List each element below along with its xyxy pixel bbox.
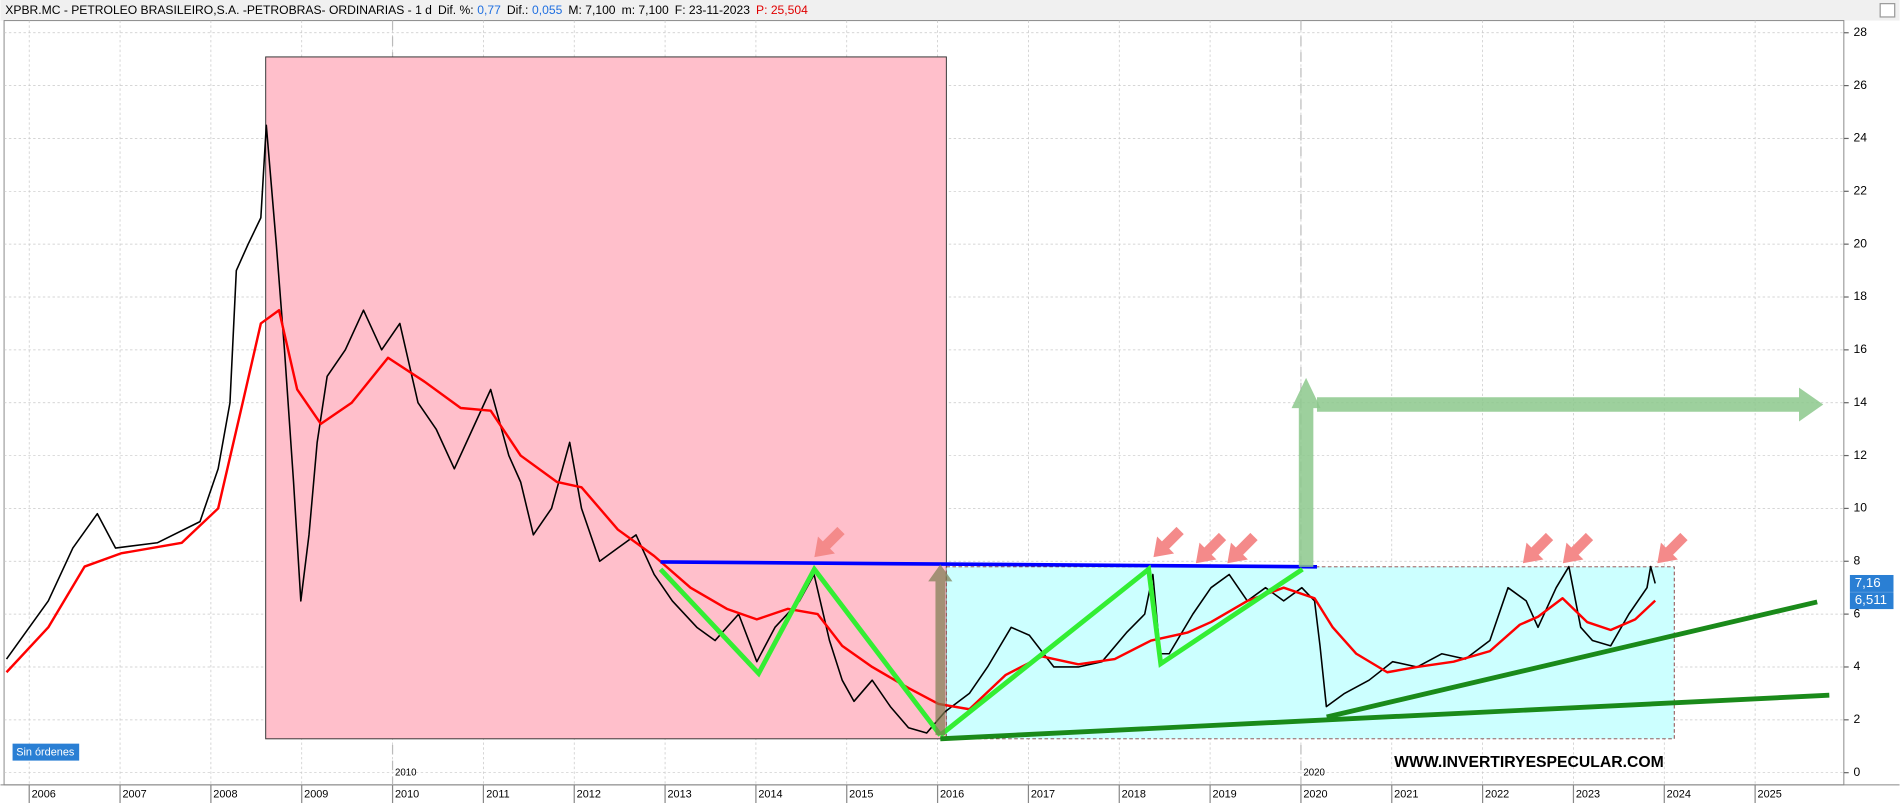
bear-zone xyxy=(265,56,947,740)
price-line xyxy=(5,124,1656,734)
y-tick-label: 28 xyxy=(1854,25,1868,39)
range-zone xyxy=(945,566,1675,740)
y-tick-label: 20 xyxy=(1854,236,1868,250)
trend-line xyxy=(1326,599,1818,720)
max: M: 7,100 xyxy=(568,3,615,17)
last-value-badge xyxy=(1849,592,1894,610)
target-arrow xyxy=(1291,377,1321,567)
x-tick-label: 2015 xyxy=(849,788,873,800)
zigzag xyxy=(938,564,1304,738)
last-value-label: 6,511 xyxy=(1855,592,1887,607)
y-tick-label: 0 xyxy=(1854,765,1861,779)
y-tick-label: 10 xyxy=(1854,501,1868,515)
x-tick-label: 2012 xyxy=(577,788,601,800)
y-tick-label: 18 xyxy=(1854,289,1868,303)
y-tick-label: 26 xyxy=(1854,78,1868,92)
orders-badge-box xyxy=(12,743,80,761)
close-button[interactable] xyxy=(1879,3,1896,18)
orders-badge: Sin órdenes xyxy=(16,747,75,759)
y-tick-label: 4 xyxy=(1854,659,1861,673)
target-arrow xyxy=(1316,387,1824,422)
last-value-badge xyxy=(1849,574,1894,592)
header-bar xyxy=(0,0,1900,21)
decade-label: 2020 xyxy=(1303,767,1325,778)
x-tick-label: 2006 xyxy=(32,788,56,800)
dif: 0,055 xyxy=(532,3,563,17)
trend-line xyxy=(940,692,1830,742)
x-tick-label: 2025 xyxy=(1758,788,1782,800)
y-tick-label: 22 xyxy=(1854,184,1868,198)
y-tick-label: 16 xyxy=(1854,342,1868,356)
decade-label: 2010 xyxy=(395,767,417,778)
x-tick-label: 2018 xyxy=(1122,788,1146,800)
x-tick-label: 2011 xyxy=(486,788,509,800)
price-line xyxy=(5,309,1657,711)
y-tick-label: 24 xyxy=(1854,131,1868,145)
min: m: 7,100 xyxy=(622,3,669,17)
x-tick-label: 2007 xyxy=(122,788,146,800)
y-tick-label: 8 xyxy=(1854,553,1861,567)
x-tick-label: 2010 xyxy=(395,788,419,800)
symbol: XPBR.MC - PETROLEO BRASILEIRO,S.A. -PETR… xyxy=(5,3,432,17)
x-tick-label: 2017 xyxy=(1031,788,1055,800)
y-tick-label: 14 xyxy=(1854,395,1868,409)
header: XPBR.MC - PETROLEO BRASILEIRO,S.A. -PETR… xyxy=(5,3,808,17)
x-tick-label: 2022 xyxy=(1485,788,1509,800)
last-value-label: 7,16 xyxy=(1855,575,1881,590)
price: P: 25,504 xyxy=(756,3,808,17)
x-tick-label: 2008 xyxy=(213,788,237,800)
y-tick-label: 12 xyxy=(1854,448,1868,462)
x-tick-label: 2023 xyxy=(1576,788,1600,800)
x-tick-label: 2021 xyxy=(1394,788,1418,800)
resistance-line xyxy=(660,560,1317,569)
watermark: WWW.INVERTIRYESPECULAR.COM xyxy=(1394,754,1664,771)
dif-pct: 0,77 xyxy=(477,3,501,17)
dif-pct-label: Dif. %: xyxy=(438,3,474,17)
plot xyxy=(5,124,1657,734)
x-tick-label: 2019 xyxy=(1213,788,1237,800)
x-tick-label: 2016 xyxy=(940,788,964,800)
x-tick-label: 2009 xyxy=(304,788,328,800)
annotations xyxy=(658,377,1830,742)
x-tick-label: 2013 xyxy=(667,788,691,800)
x-tick-label: 2020 xyxy=(1303,788,1327,800)
y-tick-label: 2 xyxy=(1854,712,1861,726)
target-arrow xyxy=(928,564,953,736)
zigzag xyxy=(658,564,943,737)
y-tick-label: 6 xyxy=(1854,606,1861,620)
dif-label: Dif.: xyxy=(507,3,529,17)
x-tick-label: 2014 xyxy=(758,788,782,800)
x-tick-label: 2024 xyxy=(1667,788,1691,800)
date: F: 23-11-2023 xyxy=(675,3,750,17)
